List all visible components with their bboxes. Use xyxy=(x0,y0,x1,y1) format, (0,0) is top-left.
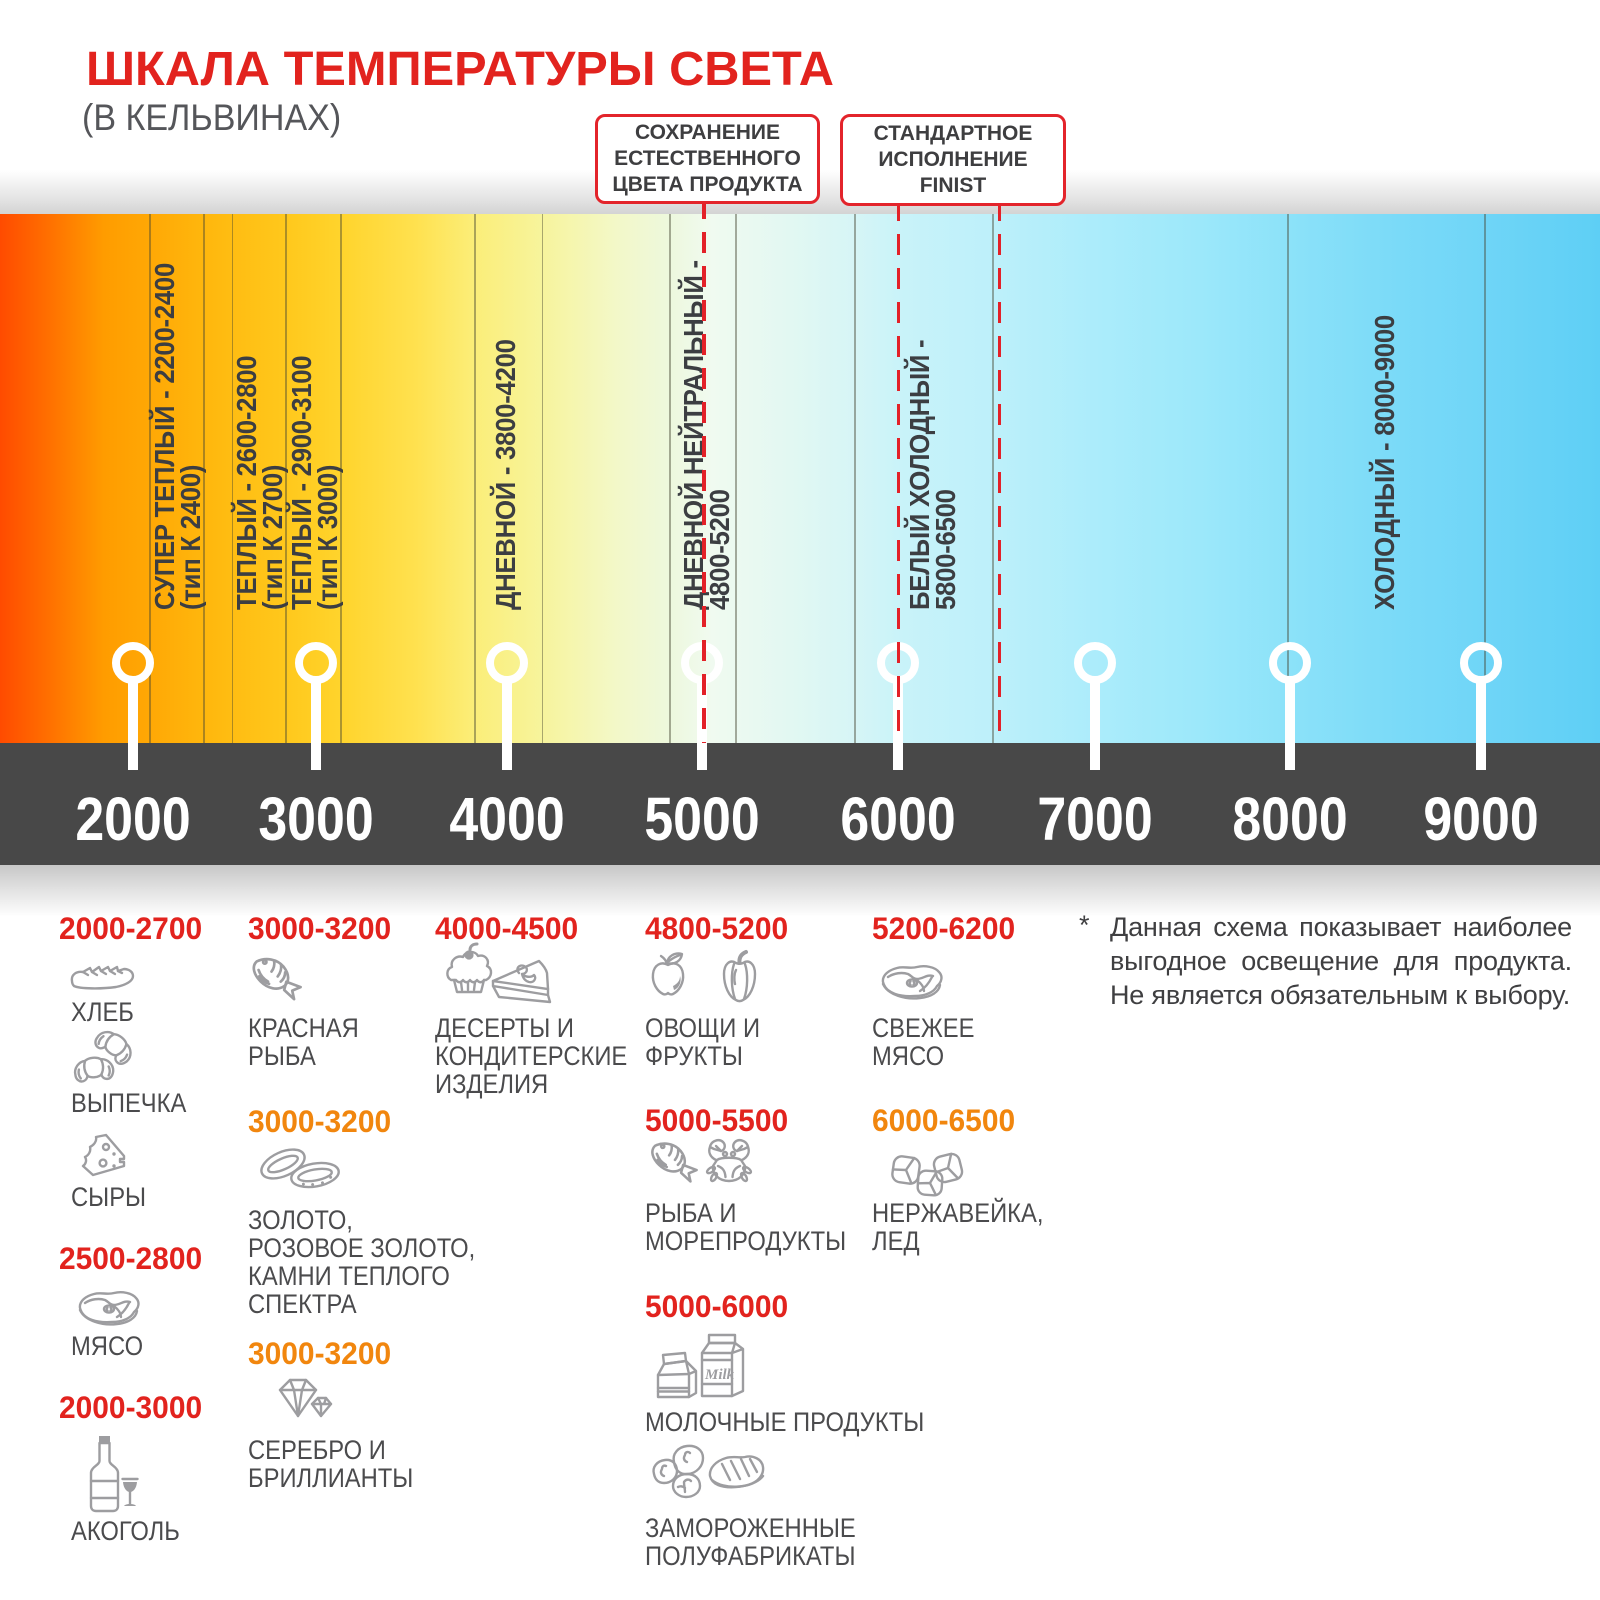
svg-text:Milk: Milk xyxy=(704,1367,735,1383)
